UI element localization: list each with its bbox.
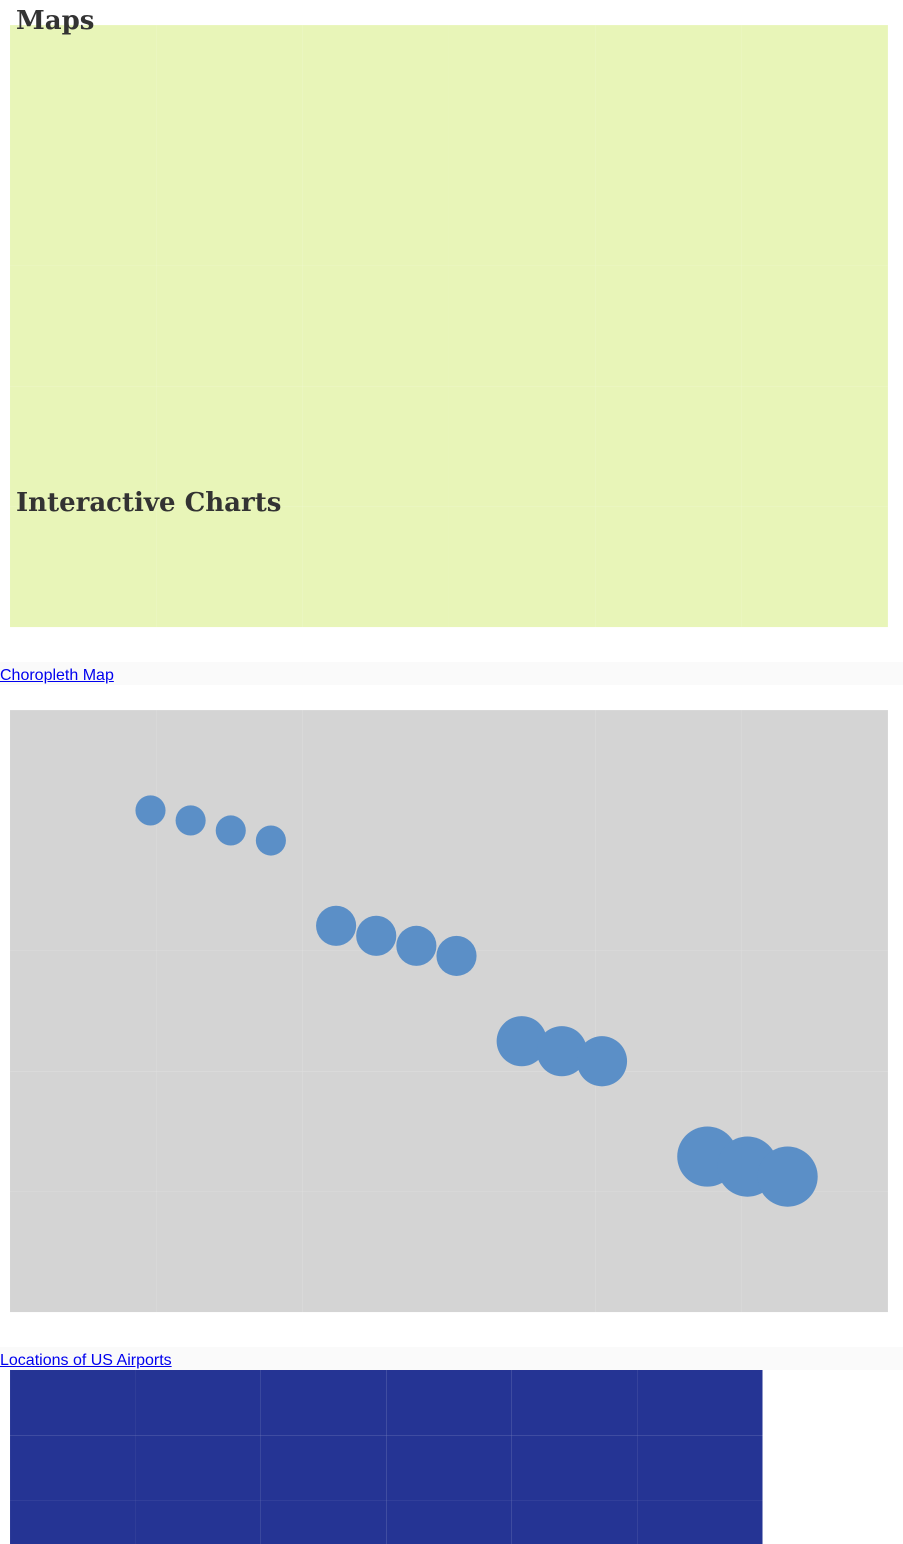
- thumb-shape: [386, 1435, 512, 1501]
- thumb-shape: [302, 506, 449, 628]
- thumbnail: [0, 0, 903, 663]
- thumb-shape: [741, 830, 888, 952]
- thumb-shape: [135, 1435, 261, 1501]
- thumb-shape: [595, 265, 742, 387]
- thumb-shape: [741, 25, 888, 146]
- thumb-shape: [741, 1191, 888, 1313]
- section-heading: Interactive Charts: [16, 488, 282, 518]
- thumb-shape: [10, 1370, 136, 1436]
- thumb-shape: [741, 951, 888, 1072]
- thumb-shape: [255, 825, 286, 856]
- thumb-shape: [448, 506, 596, 628]
- thumb-shape: [576, 1036, 628, 1087]
- thumb-shape: [156, 951, 303, 1072]
- thumb-shape: [260, 1435, 387, 1501]
- thumb-shape: [135, 795, 166, 826]
- thumb-shape: [448, 25, 596, 146]
- thumb-shape: [260, 1500, 387, 1544]
- thumb-shape: [448, 145, 596, 266]
- thumb-shape: [511, 1435, 638, 1501]
- thumb-shape: [595, 1191, 742, 1313]
- thumb-shape: [10, 710, 157, 831]
- thumb-shape: [260, 1370, 387, 1436]
- thumb-shape: [302, 145, 449, 266]
- thumb-shape: [448, 265, 596, 387]
- thumb-shape: [302, 386, 449, 507]
- thumb-shape: [436, 936, 477, 977]
- thumb-shape: [10, 386, 157, 507]
- thumb-shape: [156, 145, 303, 266]
- thumb-shape: [741, 386, 888, 507]
- thumb-shape: [448, 830, 596, 952]
- thumb-shape: [741, 710, 888, 831]
- thumb-shape: [302, 25, 449, 146]
- thumb-shape: [10, 506, 157, 628]
- thumb-shape: [302, 1191, 449, 1313]
- thumb-shape: [10, 1191, 157, 1313]
- thumb-shape: [10, 145, 157, 266]
- thumb-shape: [10, 1500, 136, 1544]
- gallery-card: Choropleth Map: [0, 0, 903, 685]
- thumb-shape: [595, 386, 742, 507]
- thumb-shape: [175, 805, 206, 836]
- gallery-card: Repeated Choropleth Map: [0, 1370, 903, 1544]
- thumb-shape: [10, 830, 157, 952]
- thumb-shape: [10, 25, 157, 146]
- thumb-shape: [156, 1071, 303, 1192]
- thumb-shape: [595, 145, 742, 266]
- thumb-shape: [215, 815, 246, 846]
- thumb-shape: [448, 1071, 596, 1192]
- thumb-shape: [156, 1191, 303, 1313]
- thumb-shape: [511, 1500, 638, 1544]
- thumb-shape: [10, 265, 157, 387]
- thumb-shape: [595, 830, 742, 952]
- gallery-link[interactable]: Locations of US Airports: [0, 1352, 172, 1370]
- thumb-shape: [316, 905, 357, 947]
- thumbnail: [0, 685, 903, 1348]
- thumb-shape: [637, 1370, 763, 1436]
- thumb-shape: [741, 506, 888, 628]
- thumb-shape: [302, 951, 449, 1072]
- thumb-shape: [10, 1435, 136, 1501]
- thumb-shape: [135, 1370, 261, 1436]
- thumb-shape: [595, 25, 742, 146]
- thumb-shape: [356, 915, 397, 957]
- thumbnail: [0, 1370, 903, 1544]
- thumb-shape: [302, 1071, 449, 1192]
- thumb-shape: [511, 1370, 638, 1436]
- thumb-shape: [10, 1071, 157, 1192]
- thumb-shape: [637, 1435, 763, 1501]
- thumb-shape: [156, 386, 303, 507]
- thumb-shape: [595, 710, 742, 831]
- thumb-shape: [156, 506, 303, 628]
- page: Maps Choropleth Map Locations of US Airpor…: [0, 6, 888, 1544]
- thumb-shape: [386, 1500, 512, 1544]
- thumb-shape: [302, 710, 449, 831]
- thumb-shape: [448, 710, 596, 831]
- thumb-shape: [637, 1500, 763, 1544]
- thumb-shape: [10, 951, 157, 1072]
- thumb-shape: [741, 145, 888, 266]
- thumb-shape: [302, 265, 449, 387]
- thumb-shape: [448, 386, 596, 507]
- gallery-card: Locations of US Airports: [0, 685, 903, 1370]
- gallery-link[interactable]: Choropleth Map: [0, 667, 114, 685]
- thumb-shape: [135, 1500, 261, 1544]
- thumb-shape: [741, 265, 888, 387]
- section-heading: Maps: [16, 6, 95, 36]
- thumb-shape: [156, 25, 303, 146]
- thumb-shape: [396, 925, 437, 967]
- thumb-shape: [595, 506, 742, 628]
- thumb-shape: [448, 1191, 596, 1313]
- thumb-shape: [156, 265, 303, 387]
- thumb-shape: [386, 1370, 512, 1436]
- thumb-shape: [757, 1146, 818, 1207]
